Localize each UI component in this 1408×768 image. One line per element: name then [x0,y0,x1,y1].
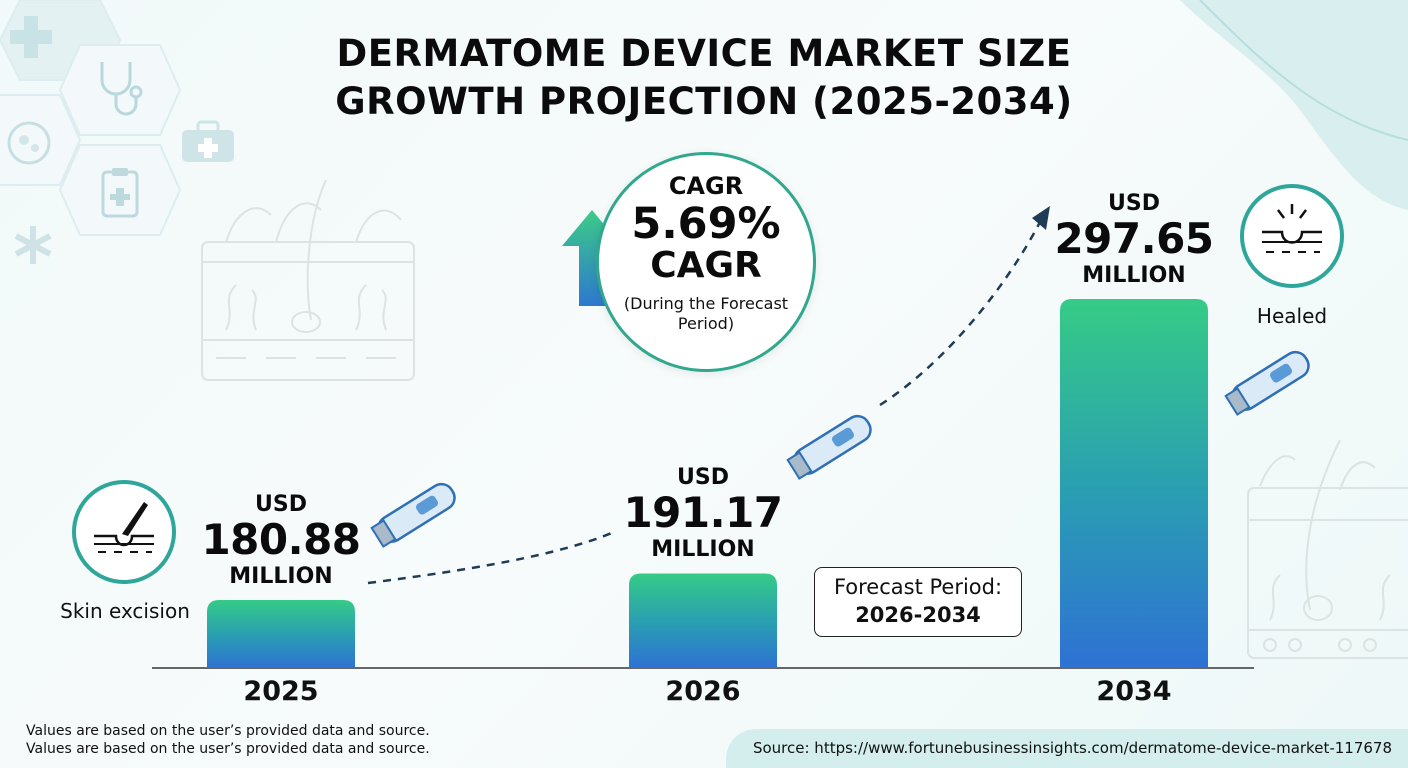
dermatome-device-icon [370,482,456,548]
cagr-label: CAGR [650,245,762,286]
healed-badge [1240,184,1344,288]
bar-2026 [629,573,777,668]
skin-excision-label: Skin excision [60,599,190,623]
dermatome-device-icon [786,414,872,480]
data-label-unit-suffix: MILLION [1082,263,1186,289]
data-label-unit-suffix: MILLION [229,563,333,589]
cell-icon [7,121,51,165]
x-tick-label: 2025 [243,676,319,707]
healed-skin-icon [1262,204,1322,253]
bar-2034 [1060,299,1208,668]
dermatome-device-icon [1224,350,1310,416]
source-bar [726,729,1408,768]
cagr-note-line2: Period) [677,314,735,333]
source-text: Source: https://www.fortunebusinessinsig… [752,739,1392,757]
skin-cross-section-icon [201,180,415,381]
stethoscope-icon [100,62,143,116]
cagr-value: 5.69% [631,199,781,249]
medical-cross-icon [10,16,52,58]
clipboard-icon [101,168,139,218]
forecast-period-box [814,567,1022,637]
forecast-period-label: Forecast Period: [833,575,1003,599]
data-label-value: 297.65 [1054,214,1214,264]
forecast-period-range: 2026-2034 [855,603,981,627]
skin-excision-icon [94,502,154,553]
first-aid-kit-icon [182,120,234,162]
cagr-badge [596,152,816,372]
data-label-unit-suffix: MILLION [651,537,755,563]
skin-cross-section-right-icon [1247,440,1408,659]
bar-2025 [207,599,355,668]
footnote: Values are based on the user’s provided … [26,723,430,739]
cagr-note-line1: (During the Forecast [623,294,789,313]
data-label-value: 180.88 [201,514,361,564]
data-label-unit-prefix: USD [1108,191,1160,217]
x-tick-label: 2034 [1096,676,1172,707]
data-label-unit-prefix: USD [677,465,729,491]
cagr-heading: CAGR [668,172,744,200]
medical-symbol-icon [14,226,52,264]
data-label-value: 191.17 [623,488,783,538]
data-label-unit-prefix: USD [255,491,307,517]
chart-title-line2: GROWTH PROJECTION (2025-2034) [335,80,1073,123]
chart-title-line1: DERMATOME DEVICE MARKET SIZE [336,32,1072,75]
x-tick-label: 2026 [665,676,741,707]
footnote: Values are based on the user’s provided … [26,741,430,757]
healed-label: Healed [1256,304,1328,328]
